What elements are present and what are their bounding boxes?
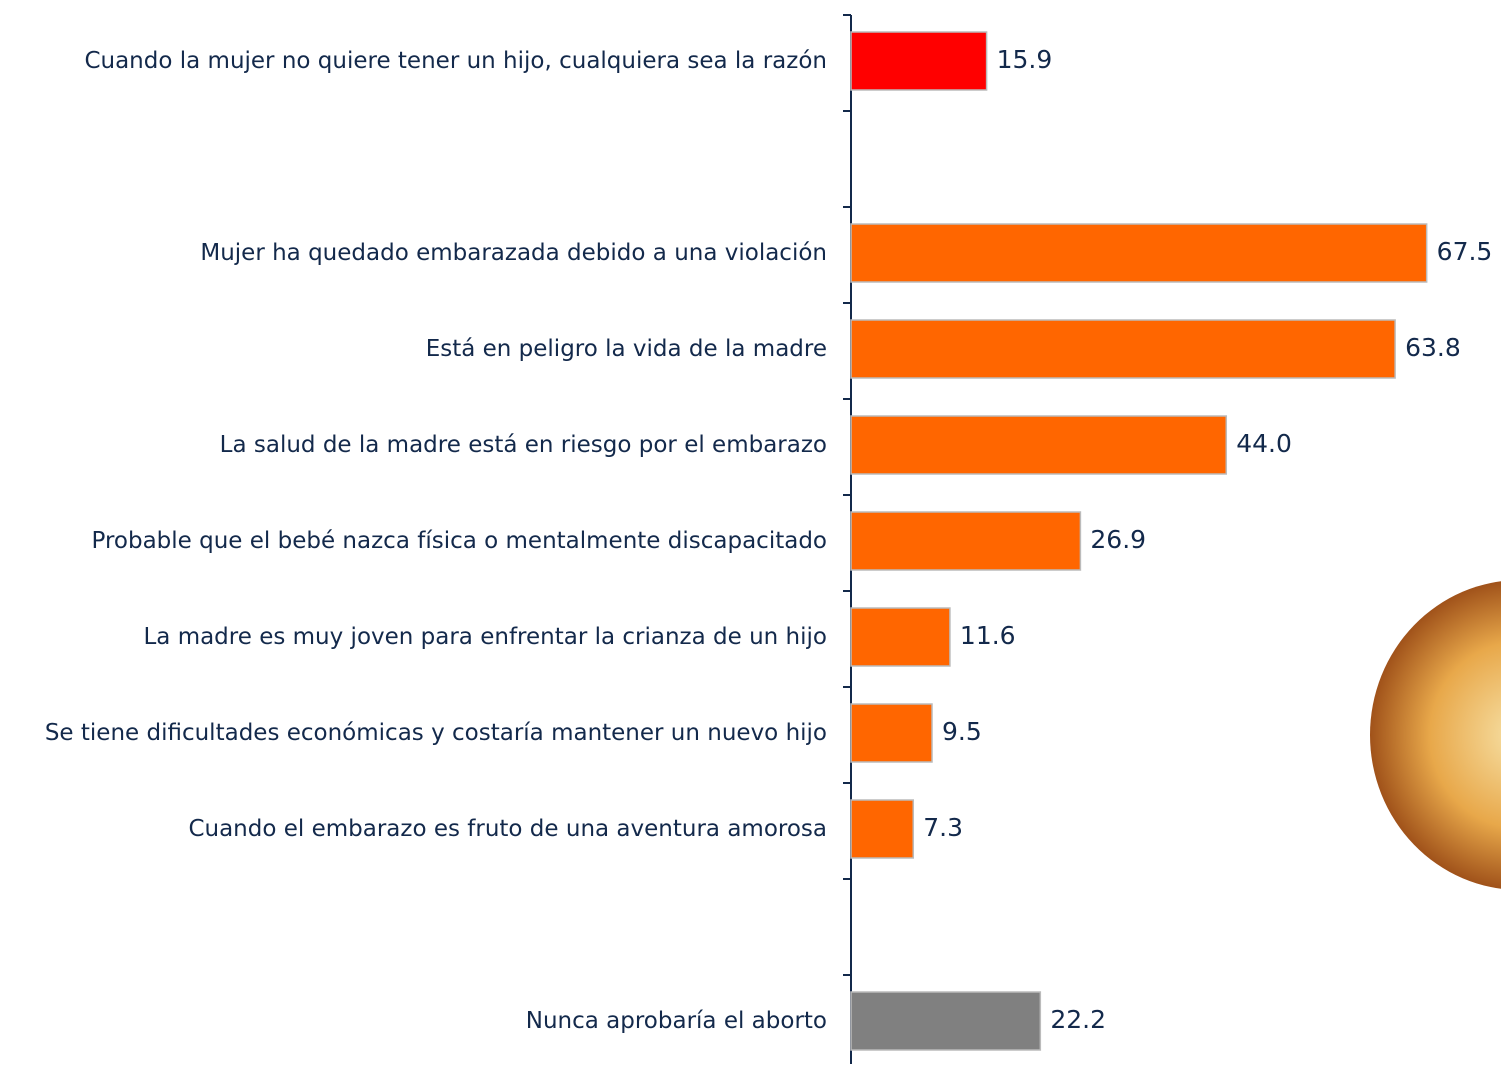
value-label: 11.6: [960, 621, 1016, 650]
value-label: 63.8: [1405, 333, 1461, 362]
category-label: Está en peligro la vida de la madre: [5, 301, 827, 397]
bar: [851, 32, 987, 90]
category-label: La salud de la madre está en riesgo por …: [5, 397, 827, 493]
category-label: Probable que el bebé nazca física o ment…: [5, 493, 827, 589]
category-label: Cuando el embarazo es fruto de una avent…: [5, 781, 827, 877]
category-label: Mujer ha quedado embarazada debido a una…: [5, 205, 827, 301]
category-label: La madre es muy joven para enfrentar la …: [5, 589, 827, 685]
decorative-image: [1370, 580, 1501, 890]
category-label: Cuando la mujer no quiere tener un hijo,…: [5, 13, 827, 109]
bar: [851, 416, 1226, 474]
category-label: Nunca aprobaría el aborto: [5, 973, 827, 1069]
bar: [851, 704, 932, 762]
value-label: 7.3: [923, 813, 963, 842]
bar: [851, 992, 1040, 1050]
bar: [851, 800, 913, 858]
page: 15.967.563.844.026.911.69.57.322.2 (() =…: [0, 0, 1501, 1064]
bar: [851, 512, 1080, 570]
bar: [851, 320, 1395, 378]
value-label: 44.0: [1236, 429, 1292, 458]
value-label: 26.9: [1090, 525, 1146, 554]
value-label: 67.5: [1437, 237, 1493, 266]
value-label: 15.9: [997, 45, 1053, 74]
category-label: Se tiene dificultades económicas y costa…: [5, 685, 827, 781]
bar: [851, 224, 1427, 282]
value-label: 9.5: [942, 717, 982, 746]
value-label: 22.2: [1050, 1005, 1106, 1034]
bar: [851, 608, 950, 666]
